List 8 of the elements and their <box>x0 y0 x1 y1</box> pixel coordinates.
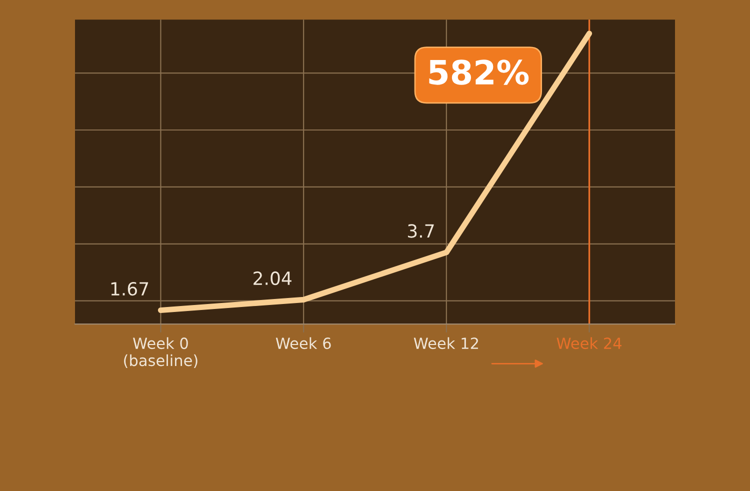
data-label: 1.67 <box>111 282 148 296</box>
annotation: 582% <box>429 60 529 85</box>
data-label: 2.04 <box>254 271 292 286</box>
x-tick-label: Week 12 <box>414 337 478 350</box>
x-tick-label: Week 6 <box>276 337 331 350</box>
data-label: 3.7 <box>408 224 434 238</box>
x-tick-label: Week 24 <box>556 337 622 350</box>
x-tick-label: Week 0 (baseline) <box>124 337 198 368</box>
